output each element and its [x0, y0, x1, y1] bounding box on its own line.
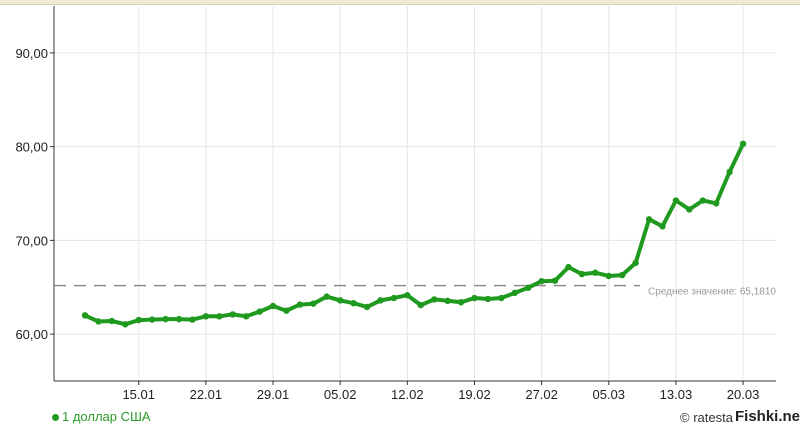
- data-point: [216, 313, 223, 320]
- data-point: [202, 313, 210, 320]
- data-point: [444, 297, 451, 305]
- data-point: [417, 301, 424, 309]
- data-point: [108, 317, 116, 325]
- data-point: [310, 300, 317, 307]
- data-point: [242, 313, 250, 320]
- data-point: [390, 294, 398, 302]
- x-tick-label: 20.03: [727, 387, 760, 402]
- data-point: [726, 168, 733, 176]
- data-point: [148, 316, 156, 323]
- series-line: [84, 142, 745, 327]
- data-point: [162, 315, 169, 323]
- data-point: [363, 303, 371, 311]
- data-point: [269, 302, 277, 310]
- data-point: [713, 200, 720, 207]
- data-point: [672, 197, 680, 204]
- x-tick-label: 05.03: [592, 387, 625, 402]
- data-point: [430, 296, 438, 303]
- data-point: [484, 295, 492, 303]
- data-point: [404, 292, 411, 299]
- data-point: [551, 277, 559, 284]
- data-point: [565, 263, 572, 271]
- data-point: [336, 297, 344, 304]
- data-point: [323, 293, 330, 300]
- data-point: [122, 321, 129, 328]
- data-point: [511, 289, 518, 297]
- x-tick-label: 22.01: [190, 387, 223, 402]
- x-tick-label: 05.02: [324, 387, 357, 402]
- y-tick-label: 60,00: [15, 327, 48, 342]
- x-tick-label: 13.03: [660, 387, 693, 402]
- data-point: [229, 311, 236, 318]
- data-point: [81, 312, 89, 319]
- data-point: [471, 294, 478, 302]
- browser-toolbar-strip: [0, 0, 800, 5]
- x-tick-label: 27.02: [525, 387, 558, 402]
- x-tick-label: 15.01: [122, 387, 155, 402]
- data-point: [498, 294, 505, 302]
- series-group: [81, 140, 747, 328]
- legend-item[interactable]: 1 доллар США: [52, 409, 151, 424]
- data-point: [578, 270, 586, 278]
- data-point: [256, 308, 263, 315]
- data-point: [95, 318, 102, 325]
- y-tick-label: 70,00: [15, 233, 48, 248]
- watermark: Fishki.net: [733, 408, 800, 425]
- data-point: [592, 269, 599, 276]
- data-point: [645, 216, 653, 223]
- legend-marker-icon: [52, 414, 59, 422]
- data-point: [296, 301, 304, 308]
- x-tick-label: 29.01: [257, 387, 290, 402]
- legend-label: 1 доллар США: [62, 409, 151, 424]
- data-point: [538, 277, 545, 285]
- data-point: [457, 299, 465, 306]
- copyright: © ratesta: [680, 410, 733, 425]
- y-tick-label: 80,00: [15, 140, 48, 155]
- data-point: [350, 299, 357, 307]
- data-point: [377, 297, 384, 304]
- axes: 60,00 70,00 80,00 90,00 15.01 22.01 29.01 05.02…: [15, 6, 776, 402]
- data-point: [619, 271, 626, 279]
- data-point: [283, 307, 290, 314]
- average-label: Среднее значение: 65,1810: [648, 287, 776, 298]
- y-tick-label: 90,00: [15, 46, 48, 61]
- data-point: [686, 206, 693, 213]
- data-point: [175, 315, 183, 323]
- x-tick-label: 12.02: [391, 387, 424, 402]
- data-point: [632, 259, 639, 267]
- data-point: [189, 316, 196, 323]
- data-point: [605, 272, 612, 280]
- data-point: [739, 140, 747, 148]
- average-line-group: Среднее значение: 65,1810: [54, 284, 776, 298]
- data-point: [135, 316, 142, 324]
- data-point: [699, 197, 706, 204]
- x-tick-label: 19.02: [458, 387, 491, 402]
- data-point: [524, 284, 532, 291]
- data-point: [659, 223, 666, 230]
- grid: [54, 6, 776, 381]
